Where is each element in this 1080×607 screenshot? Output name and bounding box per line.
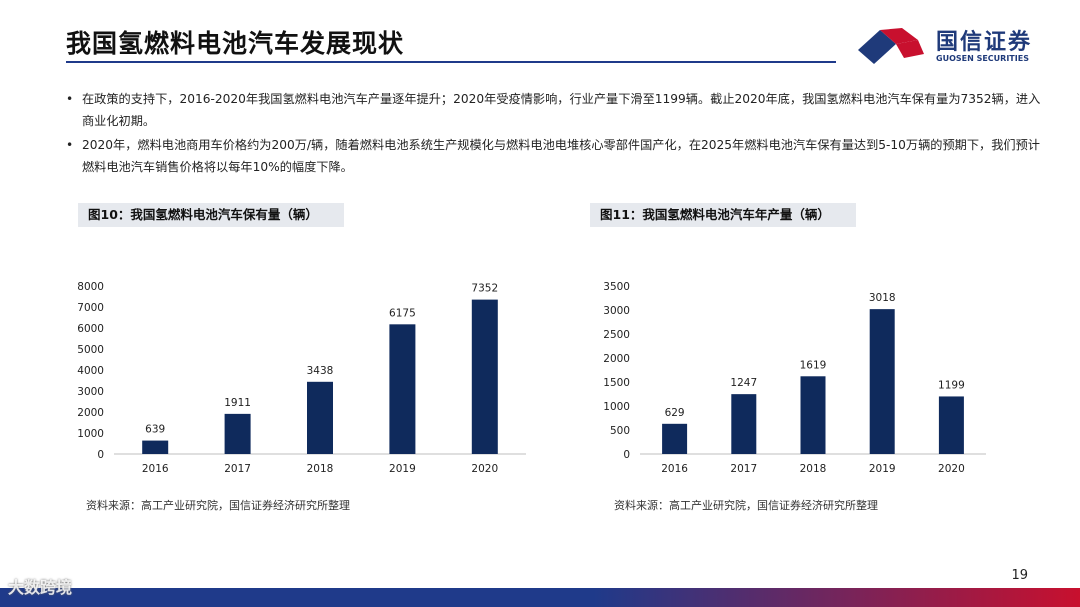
- x-tick-label: 2016: [142, 463, 169, 475]
- bar: [389, 324, 416, 454]
- bar: [731, 394, 757, 454]
- x-tick-label: 2020: [938, 463, 965, 475]
- bar-value-label: 7352: [471, 283, 498, 295]
- x-tick-label: 2018: [800, 463, 827, 475]
- y-tick-label: 3000: [603, 305, 630, 317]
- footer-band: [0, 588, 1080, 607]
- bar: [307, 381, 333, 454]
- y-tick-label: 2000: [603, 353, 630, 365]
- bar: [471, 299, 498, 454]
- bar-value-label: 629: [665, 407, 685, 419]
- bullet-dot: •: [66, 92, 74, 106]
- bar-value-label: 3018: [869, 292, 896, 304]
- guosen-logo-icon: [858, 28, 924, 64]
- bar-value-label: 639: [145, 424, 165, 436]
- y-tick-label: 6000: [77, 323, 104, 335]
- bar: [800, 376, 826, 454]
- x-tick-label: 2016: [661, 463, 688, 475]
- page-number: 19: [1011, 568, 1028, 583]
- title-underline: [66, 61, 836, 63]
- y-tick-label: 7000: [77, 302, 104, 314]
- bullet-item: • 2020年，燃料电池商用车价格约为200万/辆，随着燃料电池系统生产规模化与…: [64, 134, 1044, 178]
- y-tick-label: 2500: [603, 329, 630, 341]
- figure-11-source: 资料来源：高工产业研究院，国信证券经济研究所整理: [614, 499, 878, 512]
- bar: [938, 396, 964, 454]
- bar-value-label: 1199: [938, 379, 965, 391]
- figure-10-title: 图10：我国氢燃料电池汽车保有量（辆）: [78, 203, 344, 227]
- x-tick-label: 2017: [730, 463, 757, 475]
- y-tick-label: 1000: [603, 401, 630, 413]
- bar-value-label: 6175: [389, 307, 416, 319]
- bar-value-label: 1911: [224, 397, 251, 409]
- y-tick-label: 0: [623, 449, 630, 461]
- bar: [869, 309, 895, 454]
- bar: [142, 440, 169, 454]
- bar-value-label: 1619: [800, 359, 827, 371]
- bullet-text: 在政策的支持下，2016-2020年我国氢燃料电池汽车产量逐年提升；2020年受…: [82, 92, 1041, 128]
- bar: [224, 413, 251, 454]
- bullet-text: 2020年，燃料电池商用车价格约为200万/辆，随着燃料电池系统生产规模化与燃料…: [82, 138, 1040, 174]
- logo-text-cn: 国信证券: [936, 30, 1033, 55]
- y-tick-label: 1000: [77, 428, 104, 440]
- watermark: 大数跨境: [8, 578, 73, 597]
- y-tick-label: 8000: [77, 281, 104, 293]
- logo-text-en: GUOSEN SECURITIES: [936, 54, 1029, 63]
- bar-value-label: 1247: [730, 377, 757, 389]
- bullet-dot: •: [66, 138, 74, 152]
- holdings-bar-chart: 0 1000 2000 3000 4000 5000 6000 7000 8000 639 2016…: [77, 281, 526, 475]
- y-tick-label: 3500: [603, 281, 630, 293]
- bullet-list: • 在政策的支持下，2016-2020年我国氢燃料电池汽车产量逐年提升；2020…: [64, 88, 1044, 180]
- y-tick-label: 2000: [77, 407, 104, 419]
- figure-10-source: 资料来源：高工产业研究院，国信证券经济研究所整理: [86, 499, 350, 512]
- y-tick-label: 500: [610, 425, 630, 437]
- x-tick-label: 2020: [471, 463, 498, 475]
- figure-11-title: 图11：我国氢燃料电池汽车年产量（辆）: [590, 203, 856, 227]
- x-tick-label: 2017: [224, 463, 251, 475]
- y-tick-label: 0: [97, 449, 104, 461]
- bar-value-label: 3438: [307, 365, 334, 377]
- y-tick-label: 4000: [77, 365, 104, 377]
- production-bar-chart: 0 500 1000 1500 2000 2500 3000 3500 629 2016 1247 2…: [603, 281, 986, 475]
- x-tick-label: 2019: [869, 463, 896, 475]
- page-title: 我国氢燃料电池汽车发展现状: [66, 29, 405, 58]
- x-tick-label: 2019: [389, 463, 416, 475]
- y-tick-label: 3000: [77, 386, 104, 398]
- bar: [662, 423, 688, 454]
- y-tick-label: 1500: [603, 377, 630, 389]
- x-tick-label: 2018: [307, 463, 334, 475]
- bullet-item: • 在政策的支持下，2016-2020年我国氢燃料电池汽车产量逐年提升；2020…: [64, 88, 1044, 132]
- y-tick-label: 5000: [77, 344, 104, 356]
